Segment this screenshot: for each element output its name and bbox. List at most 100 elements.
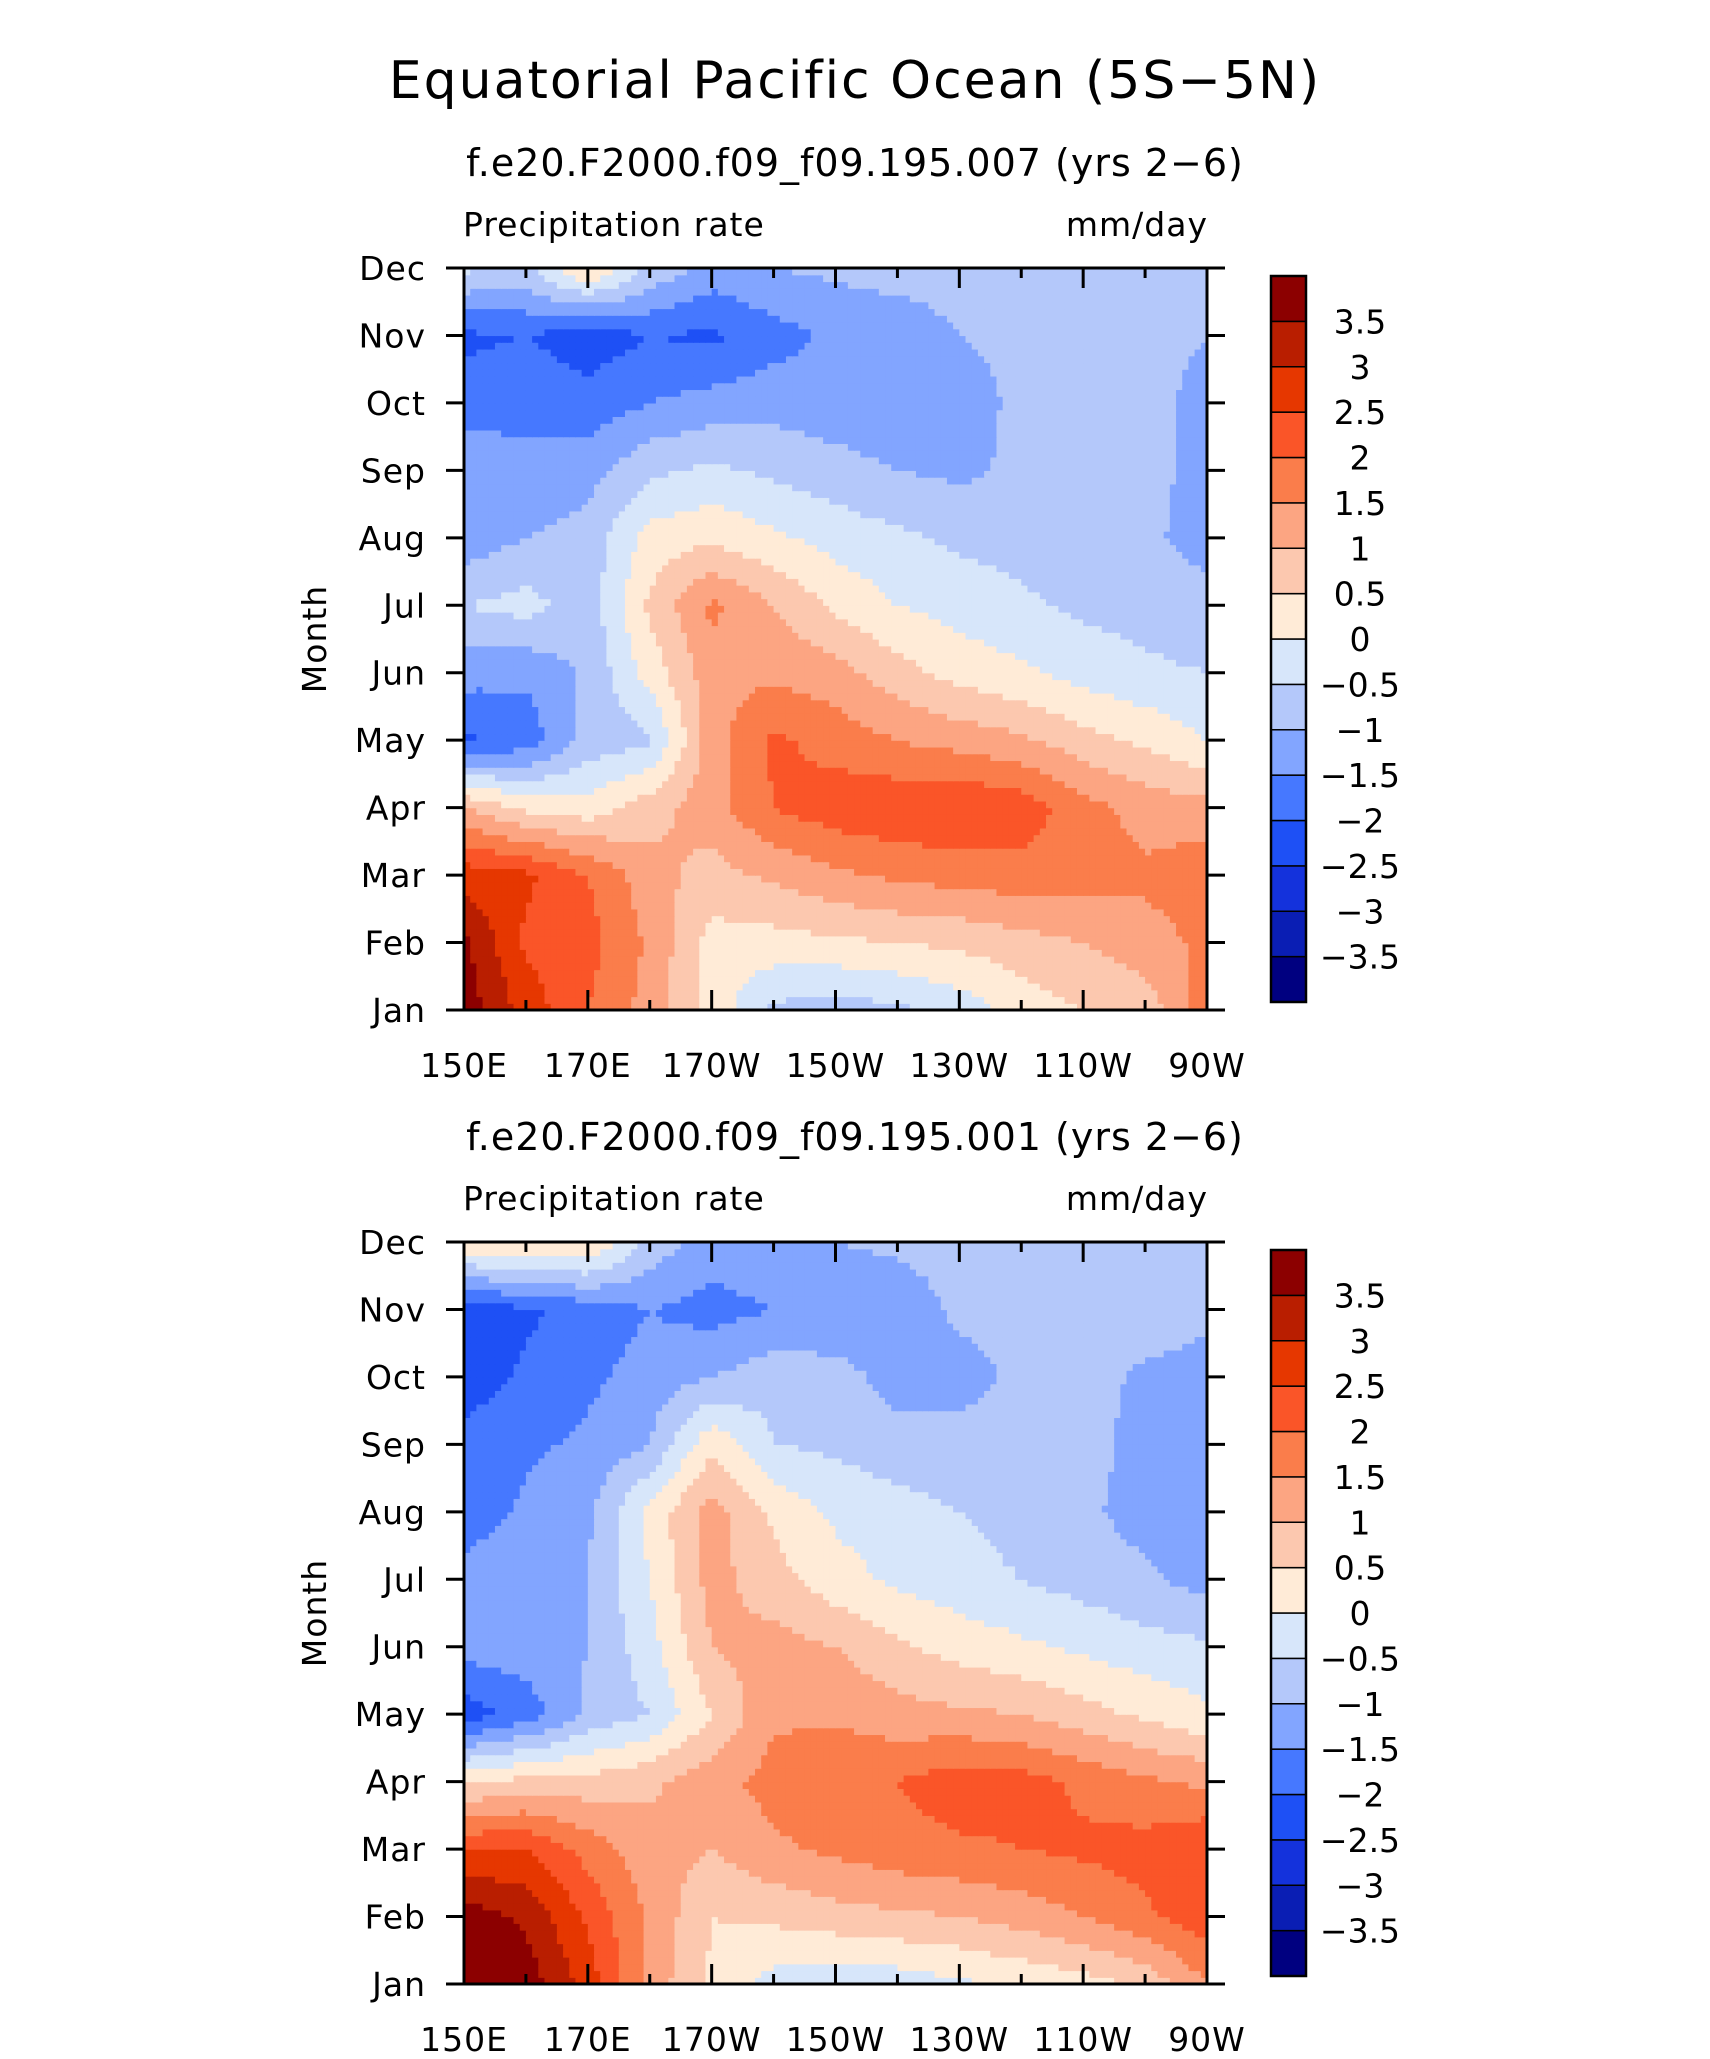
contour-cell bbox=[544, 807, 552, 815]
contour-cell bbox=[1176, 915, 1183, 923]
contour-cell bbox=[1120, 861, 1128, 869]
contour-cell bbox=[668, 996, 676, 1004]
contour-cell bbox=[996, 942, 1004, 950]
contour-cell bbox=[940, 861, 948, 869]
contour-cell bbox=[903, 854, 911, 863]
contour-cell bbox=[965, 854, 973, 863]
contour-cell bbox=[835, 996, 843, 1004]
contour-cell bbox=[885, 908, 892, 917]
contour-cell bbox=[488, 969, 496, 977]
contour-cell bbox=[649, 875, 657, 883]
contour-cell bbox=[767, 740, 775, 748]
contour-cell bbox=[953, 787, 960, 795]
contour-cell bbox=[755, 1003, 762, 1010]
contour-cell bbox=[977, 861, 985, 869]
contour-cell bbox=[922, 895, 929, 903]
contour-cell bbox=[600, 983, 608, 991]
contour-cell bbox=[532, 821, 539, 829]
contour-cell bbox=[779, 787, 787, 795]
contour-cell bbox=[470, 753, 477, 762]
contour-cell bbox=[1126, 767, 1134, 775]
contour-cell bbox=[1169, 807, 1177, 815]
contour-cell bbox=[494, 773, 502, 782]
contour-cell bbox=[507, 962, 515, 971]
contour-cell bbox=[1151, 908, 1159, 917]
contour-cell bbox=[1169, 983, 1177, 991]
contour-cell bbox=[928, 773, 936, 782]
contour-cell bbox=[464, 915, 471, 923]
contour-cell bbox=[1039, 962, 1047, 971]
contour-cell bbox=[922, 935, 929, 944]
contour-cell bbox=[1114, 983, 1121, 991]
contour-cell bbox=[755, 814, 762, 822]
contour-cell bbox=[575, 942, 583, 950]
contour-cell bbox=[1095, 875, 1103, 883]
contour-cell bbox=[674, 726, 682, 735]
contour-cell bbox=[1070, 989, 1078, 998]
contour-cell bbox=[556, 942, 564, 950]
contour-cell bbox=[519, 888, 527, 896]
contour-cell bbox=[1008, 996, 1016, 1004]
contour-cell bbox=[482, 733, 490, 741]
contour-cell bbox=[866, 989, 874, 998]
contour-cell bbox=[810, 1003, 818, 1010]
contour-cell bbox=[655, 800, 663, 809]
contour-cell bbox=[662, 787, 669, 795]
contour-cell bbox=[854, 854, 861, 863]
contour-cell bbox=[581, 942, 589, 950]
contour-cell bbox=[705, 908, 713, 917]
contour-cell bbox=[798, 875, 806, 883]
contour-cell bbox=[470, 800, 477, 809]
contour-cell bbox=[804, 1003, 812, 1010]
contour-cell bbox=[946, 841, 954, 849]
contour-cell bbox=[668, 773, 676, 782]
contour-cell bbox=[550, 753, 558, 762]
contour-cell bbox=[1188, 1003, 1196, 1010]
contour-cell bbox=[482, 753, 490, 762]
contour-cell bbox=[600, 956, 608, 964]
contour-cell bbox=[1033, 922, 1041, 930]
contour-cell bbox=[1101, 949, 1109, 957]
contour-cell bbox=[464, 726, 471, 735]
contour-cell bbox=[872, 976, 880, 984]
contour-cell bbox=[1089, 827, 1097, 836]
contour-cell bbox=[686, 1003, 694, 1010]
contour-cell bbox=[1157, 902, 1165, 910]
contour-cell bbox=[575, 753, 583, 762]
contour-cell bbox=[587, 875, 595, 883]
contour-cell bbox=[885, 854, 892, 863]
contour-cell bbox=[1002, 881, 1010, 890]
contour-cell bbox=[1058, 942, 1066, 950]
contour-cell bbox=[730, 976, 738, 984]
contour-cell bbox=[674, 841, 682, 849]
contour-cell bbox=[631, 875, 638, 883]
contour-cell bbox=[538, 848, 546, 856]
contour-cell bbox=[847, 753, 855, 762]
contour-cell bbox=[779, 868, 787, 876]
contour-cell bbox=[792, 989, 799, 998]
contour-cell bbox=[1101, 834, 1109, 842]
contour-cell bbox=[897, 821, 905, 829]
contour-cell bbox=[959, 888, 967, 896]
contour-cell bbox=[953, 922, 960, 930]
contour-cell bbox=[476, 935, 484, 944]
contour-cell bbox=[1046, 895, 1053, 903]
contour-cell bbox=[984, 942, 991, 950]
contour-cell bbox=[915, 773, 923, 782]
contour-cell bbox=[909, 787, 917, 795]
contour-cell bbox=[959, 962, 967, 971]
contour-cell bbox=[761, 807, 768, 815]
contour-cell bbox=[594, 767, 601, 775]
contour-cell bbox=[618, 760, 626, 768]
contour-cell bbox=[693, 814, 700, 822]
contour-cell bbox=[637, 726, 645, 735]
contour-cell bbox=[711, 814, 719, 822]
contour-cell bbox=[1021, 773, 1029, 782]
contour-cell bbox=[470, 881, 477, 890]
contour-cell bbox=[532, 976, 539, 984]
contour-cell bbox=[1002, 949, 1010, 957]
contour-cell bbox=[1182, 773, 1190, 782]
contour-cell bbox=[810, 733, 818, 741]
contour-cell bbox=[693, 854, 700, 863]
contour-cell bbox=[1114, 969, 1121, 977]
